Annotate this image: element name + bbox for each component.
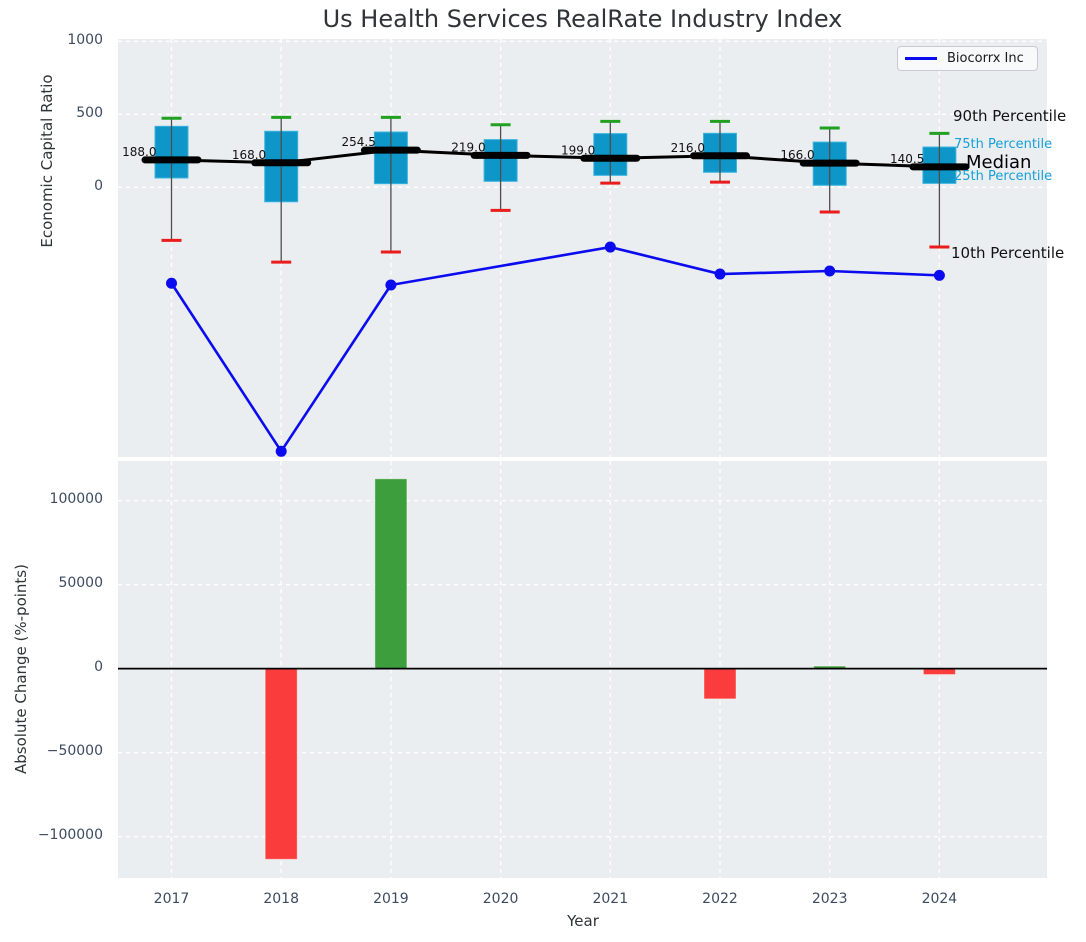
annotation-p10: 10th Percentile [951,244,1065,263]
biocorrx-point-2019 [385,279,397,291]
legend-line-swatch [905,57,937,60]
median-value-label-2021: 199.0 [561,143,595,157]
y-tick-top-500: 500 [76,105,103,122]
x-tick-2019: 2019 [373,891,409,907]
change-bar-2022 [703,667,737,700]
median-value-label-2017: 188.0 [122,145,156,159]
y-tick-bottom-4: −100000 [37,827,103,844]
median-value-label-2024: 140.5 [890,152,924,166]
change-bar-2018 [264,667,298,860]
chart-title: Us Health Services RealRate Industry Ind… [322,5,843,33]
x-tick-2020: 2020 [482,891,519,907]
change-bar-2019 [374,477,408,669]
legend: Biocorrx Inc [897,46,1038,71]
median-value-label-2023: 166.0 [780,148,814,162]
plot-background [118,460,1047,879]
x-tick-2021: 2021 [592,891,629,907]
biocorrx-point-2023 [824,265,836,277]
x-tick-2022: 2022 [702,891,738,907]
median-value-label-2020: 219.0 [451,140,485,154]
y-tick-bottom-3: −50000 [46,743,103,760]
plot-background [118,39,1047,457]
y-tick-bottom-2: 0 [94,659,103,676]
y-axis-label-top: Economic Capital Ratio [38,74,56,248]
median-value-label-2018: 168.0 [232,148,266,162]
x-tick-2024: 2024 [921,891,958,907]
x-axis-label: Year [567,912,599,930]
y-tick-top-1000: 1000 [67,32,103,49]
biocorrx-point-2018 [275,445,287,457]
biocorrx-point-2021 [604,241,616,253]
biocorrx-point-2022 [714,268,726,280]
biocorrx-point-2017 [166,277,177,289]
legend-label: Biocorrx Inc [947,51,1024,66]
biocorrx-point-2024 [933,269,945,281]
bottom-plot-bar-chart [118,460,1047,879]
annotation-median: Median [966,152,1032,174]
x-tick-2018: 2018 [263,891,299,907]
top-plot-boxplot-chart: 188.0 168.0 254.5 219.0 199.0 216.0 166.0 140.5 [118,39,1047,457]
annotation-p25: 25th Percentile [954,168,1053,184]
y-tick-bottom-0: 100000 [49,491,103,508]
y-tick-bottom-1: 50000 [58,575,103,592]
median-value-label-2022: 216.0 [671,141,705,155]
y-tick-top-0: 0 [94,178,103,195]
annotation-p90: 90th Percentile [953,107,1067,126]
x-tick-2023: 2023 [811,891,848,907]
annotation-p75: 75th Percentile [954,136,1053,152]
x-tick-2017: 2017 [153,891,190,907]
median-value-label-2019: 254.5 [342,135,376,149]
